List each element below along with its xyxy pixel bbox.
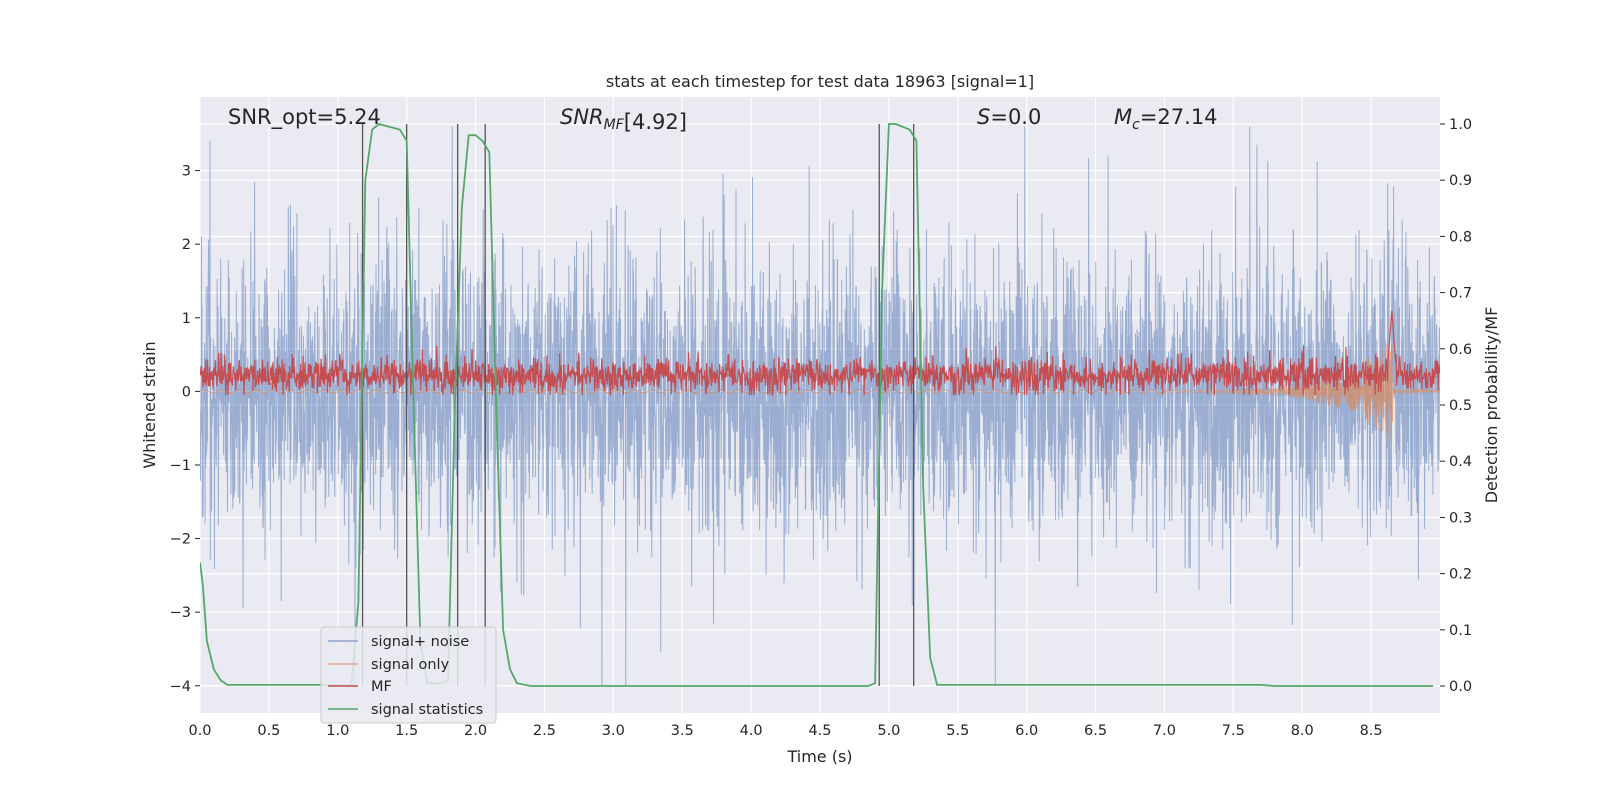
x-tick-label: 7.5 (1222, 723, 1245, 739)
snr-opt-annotation: SNR_opt=5.24 (228, 105, 381, 130)
x-tick-label: 8.0 (1291, 723, 1314, 739)
mc-annotation: Mc=27.14 (1114, 105, 1218, 133)
data-layer (200, 123, 1440, 687)
legend-label-signal-only: signal only (371, 657, 450, 673)
y-tick-label: 1 (182, 311, 191, 327)
x-tick-label: 1.5 (395, 723, 418, 739)
x-tick-label: 3.0 (602, 723, 625, 739)
y2-tick-label: 0.3 (1449, 510, 1472, 526)
snr-mf-annotation: SNRMF[4.92] (560, 105, 687, 134)
y2-tick-label: 0.0 (1449, 679, 1472, 695)
y-tick-label: −1 (170, 458, 191, 474)
x-tick-label: 0.0 (188, 723, 211, 739)
y2-tick-label: 0.1 (1449, 623, 1472, 639)
x-tick-label: 6.0 (1015, 723, 1038, 739)
x-tick-label: 0.5 (257, 723, 280, 739)
mc-value: =27.14 (1140, 105, 1218, 129)
x-tick-label: 8.5 (1360, 723, 1383, 739)
y2-tick-label: 0.5 (1449, 398, 1472, 414)
y-tick-label: 3 (182, 164, 191, 180)
y2-tick-label: 0.7 (1449, 286, 1472, 302)
legend-label-signal-noise: signal+ noise (371, 634, 469, 650)
x-tick-label: 5.5 (946, 723, 969, 739)
x-tick-label: 5.0 (877, 723, 900, 739)
x-tick-label: 3.5 (671, 723, 694, 739)
y2-tick-label: 0.4 (1449, 454, 1472, 470)
y-tick-label: −4 (170, 679, 191, 695)
x-axis-label: Time (s) (786, 747, 852, 766)
s-annotation: S=0.0 (977, 105, 1041, 129)
y2-tick-label: 0.9 (1449, 173, 1472, 189)
series-signal-statistics (200, 123, 1434, 687)
x-tick-label: 4.5 (808, 723, 831, 739)
legend-frame (320, 626, 497, 724)
y-tick-label: 2 (182, 237, 191, 253)
x-tick-label: 1.0 (326, 723, 349, 739)
y2-axis-label: Detection probability/MF (1482, 307, 1501, 504)
y2-tick-label: 0.6 (1449, 342, 1472, 358)
y-tick-label: −3 (170, 605, 191, 621)
y-axis-label: Whitened strain (140, 341, 159, 468)
x-tick-label: 7.0 (1153, 723, 1176, 739)
legend: signal+ noise signal only MF signal stat… (320, 626, 497, 724)
snr-mf-value: [4.92] (624, 110, 687, 134)
y2-tick-label: 1.0 (1449, 117, 1472, 133)
y-tick-label: 0 (182, 384, 191, 400)
x-tick-label: 2.5 (533, 723, 556, 739)
s-value: =0.0 (990, 105, 1041, 129)
ticks: 0.0 0.5 1.0 1.5 2.0 2.5 3.0 3.5 4.0 4.5 5.0 5.5 6.0 6… (170, 117, 1472, 739)
legend-label-signal-statistics: signal statistics (371, 702, 483, 718)
y2-tick-label: 0.8 (1449, 229, 1472, 245)
x-tick-label: 2.0 (464, 723, 487, 739)
x-tick-label: 4.0 (740, 723, 763, 739)
chart-title: stats at each timestep for test data 189… (606, 72, 1034, 91)
y-tick-label: −2 (170, 532, 191, 548)
legend-label-mf: MF (371, 679, 392, 695)
x-tick-label: 6.5 (1084, 723, 1107, 739)
y2-tick-label: 0.2 (1449, 567, 1472, 583)
